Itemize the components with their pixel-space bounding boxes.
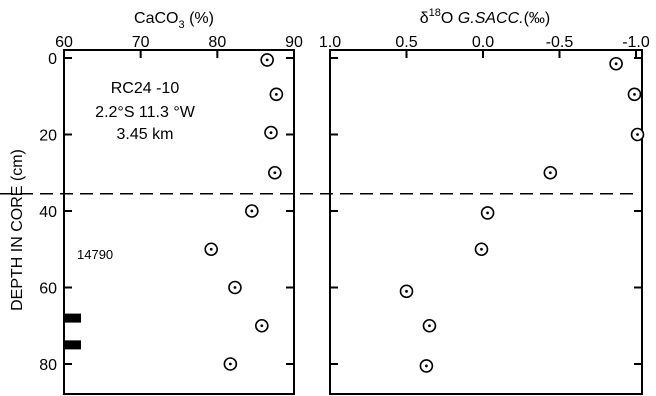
d18o-x-tick-label: 1.0 — [319, 34, 341, 51]
caco3-panel: CaCO3 (%) 60 70 80 90 0 20 40 60 80 DEPTH IN CO… — [9, 10, 303, 395]
depth-bar-markers — [64, 313, 81, 350]
point-center — [480, 247, 483, 251]
depth-bar-marker — [64, 313, 81, 323]
point-center — [636, 133, 639, 136]
point-center — [274, 92, 278, 96]
caco3-data-point — [269, 87, 284, 102]
d18o-x-tick-label: -0.5 — [546, 34, 574, 51]
d18o-data-point — [399, 284, 414, 299]
point-center — [250, 209, 254, 213]
point-center — [260, 324, 264, 328]
d18o-x-tick-label: -1.0 — [622, 34, 650, 51]
caco3-x-tick-label: 80 — [208, 34, 226, 51]
core-location-label: 2.2°S 11.3 °W — [95, 104, 196, 121]
point-center — [405, 289, 408, 293]
point-center — [424, 364, 428, 368]
caco3-data-points — [204, 53, 284, 371]
core-id-label: RC24 -10 — [111, 80, 180, 97]
d18o-data-point — [419, 359, 434, 373]
core-depth-label: 3.45 km — [117, 126, 174, 143]
d18o-data-point — [543, 165, 558, 180]
point-center — [486, 211, 489, 215]
caco3-data-point — [260, 53, 274, 67]
caco3-data-point — [254, 318, 269, 333]
caco3-x-ticks: 60 70 80 90 — [55, 34, 303, 58]
depth-axis-title: DEPTH IN CORE (cm) — [9, 149, 26, 311]
caco3-axis-title: CaCO3 (%) — [134, 10, 214, 31]
d18o-plot-frame — [329, 49, 643, 395]
depth-y-tick-label: 0 — [48, 51, 57, 68]
d18o-x-tick-label: 0.0 — [472, 34, 494, 51]
point-center — [273, 171, 277, 175]
depth-y-tick-label: 80 — [39, 357, 57, 374]
caco3-data-point — [245, 204, 259, 218]
d18o-data-point — [474, 242, 489, 257]
point-center — [428, 324, 431, 328]
d18o-data-points — [399, 56, 645, 373]
caco3-x-tick-label: 70 — [132, 34, 150, 51]
depth-y-ticks: 0 20 40 60 80 — [39, 51, 294, 374]
point-center — [614, 62, 618, 66]
caco3-data-point — [268, 165, 282, 180]
age-label: 14790 — [77, 247, 113, 262]
point-center — [233, 286, 237, 289]
caco3-x-tick-label: 60 — [55, 34, 73, 51]
d18o-data-point — [630, 127, 645, 142]
depth-bar-marker — [64, 340, 81, 350]
d18o-data-point — [422, 318, 437, 333]
point-center — [269, 131, 273, 134]
depth-y-tick-label: 60 — [39, 281, 57, 298]
caco3-data-point — [204, 242, 218, 257]
d18o-data-point — [480, 206, 495, 220]
d18o-data-point — [627, 87, 642, 102]
d18o-x-tick-label: 0.5 — [395, 34, 417, 51]
d18o-data-point — [609, 56, 623, 71]
d18o-x-ticks: 1.0 0.5 0.0 -0.5 -1.0 — [319, 34, 650, 58]
point-center — [633, 92, 636, 96]
d18o-panel: δ18O G.SACC.(‰) 1.0 0.5 0.0 -0.5 -1.0 — [319, 7, 650, 395]
point-center — [209, 247, 213, 251]
caco3-data-point — [223, 357, 238, 371]
point-center — [548, 171, 552, 175]
depth-y-tick-label: 20 — [39, 128, 57, 145]
caco3-x-tick-label: 90 — [285, 34, 303, 51]
d18o-axis-title: δ18O G.SACC.(‰) — [420, 7, 551, 27]
caco3-plot-frame — [63, 49, 295, 395]
caco3-data-point — [264, 125, 278, 140]
point-center — [265, 58, 269, 62]
caco3-data-point — [228, 280, 242, 295]
point-center — [228, 362, 232, 366]
depth-y-tick-label: 40 — [39, 204, 57, 221]
